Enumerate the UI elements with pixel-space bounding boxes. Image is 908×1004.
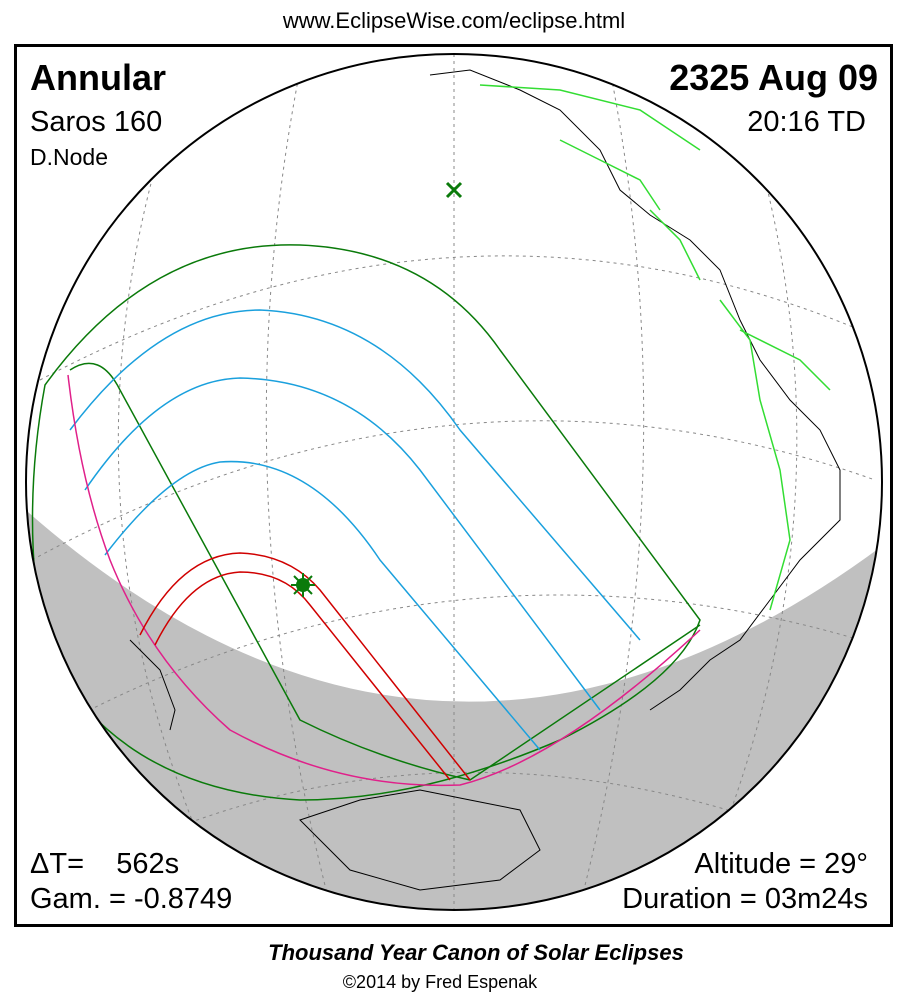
- credit: ©2014 by Fred Espenak: [343, 972, 538, 992]
- rise-set-curve: [69, 362, 701, 781]
- borders: [479, 84, 831, 611]
- delta-t: ΔT= 562s: [30, 848, 179, 880]
- time: 20:16 TD: [747, 106, 866, 138]
- duration: Duration = 03m24s: [622, 883, 868, 915]
- sub-solar-point: [445, 181, 463, 199]
- magnitude-curves: [69, 309, 641, 751]
- sunrise-curve: [67, 374, 701, 787]
- night-side: [26, 505, 882, 910]
- greatest-eclipse: [291, 573, 315, 597]
- footer-title: Thousand Year Canon of Solar Eclipses: [268, 940, 684, 965]
- eclipse-type: Annular: [30, 57, 166, 98]
- url: www.EclipseWise.com/eclipse.html: [282, 8, 625, 33]
- coastlines: [129, 69, 841, 891]
- node: D.Node: [30, 144, 108, 170]
- eclipse-date: 2325 Aug 09: [669, 57, 878, 98]
- saros: Saros 160: [30, 106, 162, 138]
- gamma: Gam. = -0.8749: [30, 883, 232, 915]
- graticule: [31, 54, 876, 910]
- globe-outline: [25, 53, 883, 911]
- altitude: Altitude = 29°: [694, 848, 868, 880]
- globe: [26, 54, 882, 910]
